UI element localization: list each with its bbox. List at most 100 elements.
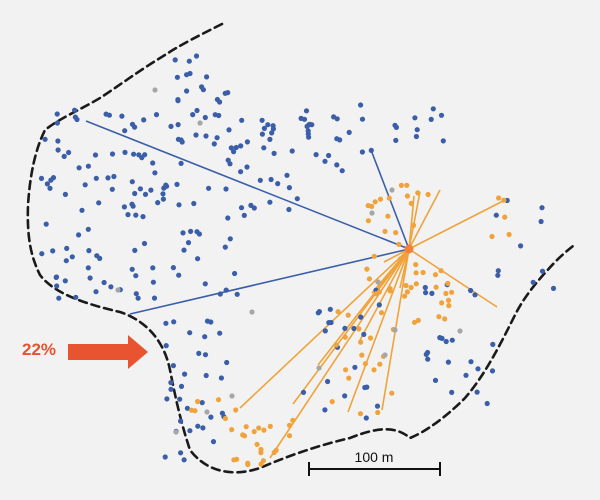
- blue-point: [163, 182, 169, 188]
- orange-point: [415, 190, 421, 196]
- blue-point: [122, 149, 128, 155]
- blue-point: [174, 74, 180, 80]
- orange-point: [251, 429, 257, 435]
- blue-point: [129, 179, 135, 185]
- blue-point: [217, 291, 223, 297]
- blue-point: [223, 186, 229, 192]
- orange-point: [420, 269, 426, 276]
- blue-point: [376, 302, 382, 308]
- blue-point: [176, 272, 182, 278]
- blue-point: [150, 160, 156, 166]
- blue-point: [168, 386, 174, 392]
- orange-point: [375, 409, 381, 416]
- blue-point: [413, 133, 419, 140]
- orange-point: [188, 407, 195, 413]
- gray-point: [457, 328, 463, 334]
- blue-point: [326, 320, 332, 326]
- blue-point: [140, 214, 146, 220]
- blue-point: [72, 114, 78, 120]
- blue-point: [105, 175, 111, 181]
- blue-point: [206, 185, 212, 191]
- orange-point: [432, 272, 439, 278]
- blue-point: [412, 115, 418, 121]
- orange-point: [403, 282, 409, 289]
- blue-point: [275, 181, 281, 187]
- blue-point: [430, 106, 436, 112]
- blue-point: [428, 116, 434, 122]
- blue-point: [489, 368, 496, 374]
- blue-point: [393, 137, 399, 143]
- blue-point: [425, 356, 431, 362]
- gray-point: [392, 327, 398, 333]
- blue-point: [54, 120, 61, 126]
- blue-point: [61, 153, 67, 159]
- blue-point: [129, 121, 136, 127]
- connection-lines: [85, 120, 504, 459]
- blue-point: [294, 196, 300, 202]
- orange-point: [446, 303, 452, 309]
- blue-point: [331, 114, 337, 120]
- orange-point: [271, 449, 277, 456]
- blue-point: [339, 168, 345, 174]
- blue-point: [227, 236, 233, 242]
- scale-bar: [308, 462, 441, 476]
- blue-point: [148, 187, 154, 193]
- orange-point: [410, 222, 417, 228]
- blue-point: [176, 202, 182, 208]
- blue-point: [238, 169, 244, 175]
- gray-point: [152, 87, 158, 93]
- orange-point: [396, 241, 402, 247]
- blue-point: [62, 191, 68, 197]
- blue-point: [359, 149, 365, 155]
- gray-point: [389, 187, 395, 193]
- blue-point: [135, 295, 141, 301]
- blue-point: [76, 165, 82, 171]
- blue-point: [182, 371, 188, 377]
- blue-point: [187, 330, 193, 336]
- blue-point: [217, 99, 223, 105]
- blue-point: [43, 221, 49, 227]
- gray-point: [382, 352, 388, 358]
- blue-point: [69, 254, 75, 260]
- gray-point: [375, 279, 381, 285]
- orange-point: [389, 390, 395, 396]
- blue-point: [449, 389, 455, 395]
- blue-connection-line: [129, 248, 410, 315]
- orange-point: [411, 319, 418, 325]
- blue-point: [202, 352, 209, 358]
- orange-point: [346, 375, 352, 381]
- blue-point: [150, 265, 156, 271]
- blue-point: [326, 152, 332, 159]
- blue-point: [200, 425, 206, 431]
- blue-point: [85, 163, 91, 169]
- blue-point: [133, 273, 139, 279]
- orange-point: [343, 367, 349, 373]
- blue-point: [358, 102, 364, 108]
- orange-point: [449, 289, 455, 295]
- blue-point: [437, 335, 443, 341]
- blue-point: [238, 143, 244, 149]
- blue-point: [174, 181, 180, 187]
- blue-point: [76, 232, 82, 238]
- blue-point: [132, 190, 138, 197]
- orange-connection-line: [408, 200, 504, 250]
- orange-point: [342, 334, 348, 340]
- blue-point: [463, 372, 469, 378]
- blue-point: [208, 319, 214, 325]
- blue-point: [55, 138, 61, 144]
- blue-point: [64, 245, 70, 251]
- orange-point: [371, 253, 377, 259]
- orange-point: [376, 289, 382, 295]
- blue-point: [334, 162, 340, 168]
- orange-point: [438, 268, 444, 274]
- blue-point: [538, 218, 544, 225]
- blue-point: [44, 181, 51, 187]
- gray-point: [204, 409, 210, 415]
- blue-point: [125, 212, 131, 218]
- blue-point: [179, 139, 185, 145]
- blue-point: [42, 136, 48, 142]
- blue-point: [484, 400, 490, 407]
- blue-point: [188, 228, 194, 234]
- orange-connection-line: [317, 248, 410, 366]
